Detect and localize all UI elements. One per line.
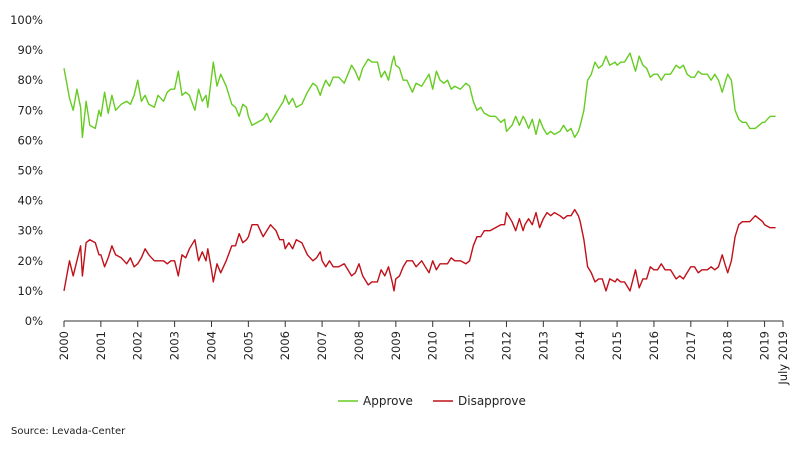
x-tick-label: 2007 (315, 331, 329, 360)
legend: Approve Disapprove (338, 394, 526, 408)
y-tick-label: 90% (17, 43, 43, 57)
y-tick-label: 40% (17, 194, 43, 208)
x-tick-label: 2004 (204, 331, 218, 360)
y-tick-label: 60% (17, 133, 43, 147)
x-tick-label: 2015 (610, 331, 624, 360)
x-tick-label: 2014 (573, 331, 587, 360)
x-axis-labels: 2000 2001 2002 2003 2004 2005 2006 2007 2008 2009… (57, 331, 790, 386)
y-tick-label: 30% (17, 224, 43, 238)
x-tick-label: 2017 (684, 331, 698, 360)
x-tick-label: 2019 (758, 331, 772, 360)
series-layer (63, 52, 776, 292)
series-line-approve (63, 52, 776, 139)
x-tick-label: 2013 (536, 331, 550, 360)
x-axis-ticks (63, 321, 784, 327)
x-tick-label: 2011 (463, 331, 477, 360)
y-tick-label: 70% (17, 103, 43, 117)
y-tick-label: 20% (17, 254, 43, 268)
source-note: Source: Levada-Center (11, 426, 126, 437)
x-tick-label: 2016 (647, 331, 661, 360)
y-tick-label: 100% (10, 13, 43, 27)
x-tick-label: 2010 (426, 331, 440, 360)
x-tick-label: 2008 (352, 331, 366, 360)
x-tick-label: 2002 (131, 331, 145, 360)
legend-label-disapprove: Disapprove (458, 394, 526, 408)
y-tick-label: 80% (17, 73, 43, 87)
legend-label-approve: Approve (363, 394, 413, 408)
x-tick-label: 2006 (278, 331, 292, 360)
y-tick-label: 10% (17, 284, 43, 298)
y-tick-label: 0% (25, 314, 43, 328)
y-axis-labels: 0% 10% 20% 30% 40% 50% 60% 70% 80% 90% 100% (10, 13, 43, 328)
x-tick-label: July 2019 (776, 331, 790, 386)
y-tick-label: 50% (17, 164, 43, 178)
series-line-disapprove (63, 208, 776, 292)
x-tick-label: 2001 (94, 331, 108, 360)
x-tick-label: 2018 (721, 331, 735, 360)
x-tick-label: 2012 (499, 331, 513, 360)
x-tick-label: 2005 (241, 331, 255, 360)
x-tick-label: 2000 (57, 331, 71, 360)
x-tick-label: 2003 (168, 331, 182, 360)
x-tick-label: 2009 (389, 331, 403, 360)
